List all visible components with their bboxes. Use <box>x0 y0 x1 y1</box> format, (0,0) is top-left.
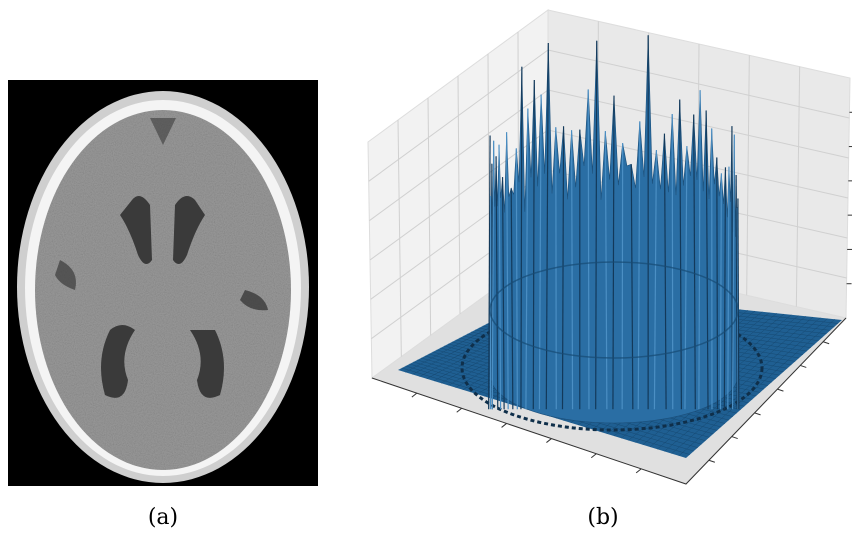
fissure <box>150 118 176 145</box>
tick <box>411 392 418 398</box>
spike <box>498 144 502 410</box>
spike <box>595 40 598 410</box>
tick <box>456 407 463 413</box>
spike <box>698 90 701 410</box>
spike <box>515 148 518 410</box>
spike <box>501 177 505 410</box>
tick <box>754 412 761 416</box>
brain-tissue <box>35 110 291 470</box>
tick <box>546 438 552 443</box>
mesh-line <box>664 317 821 452</box>
spike <box>719 173 722 410</box>
grid-line <box>795 66 801 307</box>
ventricle <box>190 330 224 398</box>
tick <box>777 388 784 392</box>
spike <box>731 134 735 410</box>
spike <box>693 114 696 410</box>
caption: (a) <box>148 505 178 530</box>
caption: (b) <box>587 505 618 530</box>
spike <box>737 198 740 410</box>
tick <box>800 364 807 368</box>
tick <box>635 468 642 474</box>
tick <box>822 341 830 345</box>
spike <box>561 126 565 410</box>
spike <box>545 43 549 410</box>
ct-image <box>8 80 318 486</box>
tick <box>731 436 738 440</box>
axis-line <box>371 317 847 485</box>
spike <box>510 188 514 410</box>
sulcus <box>240 290 268 311</box>
spike <box>570 130 574 410</box>
tick <box>501 423 507 428</box>
spike <box>705 110 709 410</box>
spike <box>735 175 738 410</box>
spike <box>538 94 542 410</box>
spike <box>604 131 608 410</box>
spike <box>491 140 495 410</box>
ventricles <box>55 118 268 398</box>
spike <box>621 143 624 410</box>
ventricle <box>173 196 205 264</box>
spike <box>612 95 615 410</box>
spike <box>630 164 634 410</box>
tick <box>590 453 597 459</box>
ventricle <box>101 325 135 398</box>
mesh-line <box>678 319 835 456</box>
spike <box>671 114 674 410</box>
spike <box>679 99 682 410</box>
spike <box>727 166 730 410</box>
spike <box>684 146 688 410</box>
spike <box>488 135 491 410</box>
sulcus <box>55 260 76 290</box>
spike <box>587 89 590 410</box>
mesh-line <box>671 318 828 454</box>
spike <box>495 156 499 410</box>
spike <box>532 79 535 410</box>
spike <box>520 66 523 410</box>
spike <box>663 133 667 410</box>
surface-plot <box>367 9 852 485</box>
spike <box>506 132 509 410</box>
tick <box>708 459 716 463</box>
spike <box>653 150 658 410</box>
ventricle <box>120 196 152 264</box>
surface-rim <box>489 261 739 359</box>
spike <box>525 108 529 410</box>
spike <box>637 121 641 410</box>
